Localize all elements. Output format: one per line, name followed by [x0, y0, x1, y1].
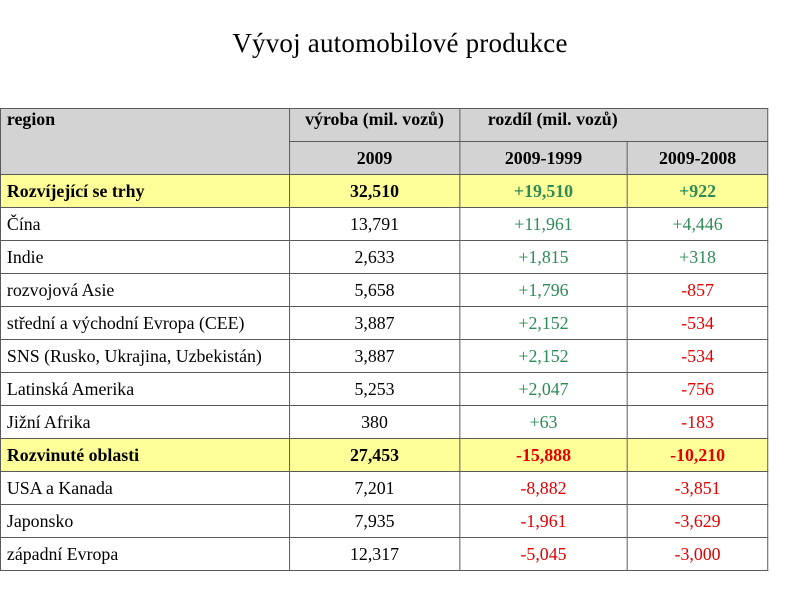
table-row: USA a Kanada 7,201 -8,882 -3,851: [0, 471, 769, 505]
diff-1999-cell: -15,888: [459, 438, 628, 472]
diff-1999-cell: +2,152: [459, 339, 628, 373]
diff-1999-cell: +2,152: [459, 306, 628, 340]
production-cell: 12,317: [288, 537, 461, 571]
region-cell: střední a východní Evropa (CEE): [0, 306, 290, 340]
diff-2008-cell: -534: [626, 339, 769, 373]
diff-1999-cell: +2,047: [459, 372, 628, 406]
production-cell: 7,201: [288, 471, 461, 505]
diff-1999-cell: -8,882: [459, 471, 628, 505]
production-cell: 5,253: [288, 372, 461, 406]
production-cell: 7,935: [288, 504, 461, 538]
table-row: Jižní Afrika 380 +63 -183: [0, 405, 769, 439]
diff-2008-cell: -756: [626, 372, 769, 406]
table-row: Japonsko 7,935 -1,961 -3,629: [0, 504, 769, 538]
region-cell: Indie: [0, 240, 290, 274]
production-table: region výroba (mil. vozů) rozdíl (mil. v…: [0, 108, 769, 571]
production-cell: 2,633: [288, 240, 461, 274]
table-row: západní Evropa 12,317 -5,045 -3,000: [0, 537, 769, 571]
diff-2008-cell: -3,629: [626, 504, 769, 538]
summary-row: Rozvíjející se trhy 32,510 +19,510 +922: [0, 174, 769, 208]
table-row: SNS (Rusko, Ukrajina, Uzbekistán) 3,887 +2…: [0, 339, 769, 373]
diff-1999-cell: +1,796: [459, 273, 628, 307]
production-cell: 3,887: [288, 339, 461, 373]
production-cell: 5,658: [288, 273, 461, 307]
region-cell: Čína: [0, 207, 290, 241]
table-row: rozvojová Asie 5,658 +1,796 -857: [0, 273, 769, 307]
production-cell: 3,887: [288, 306, 461, 340]
table-row: střední a východní Evropa (CEE) 3,887 +2,1…: [0, 306, 769, 340]
production-cell: 13,791: [288, 207, 461, 241]
region-cell: Japonsko: [0, 504, 290, 538]
header-vyroba: výroba (mil. vozů): [288, 108, 461, 142]
header-year: 2009: [288, 141, 461, 175]
header-diff-2008: 2009-2008: [626, 141, 769, 175]
diff-1999-cell: +63: [459, 405, 628, 439]
header-region: region: [0, 108, 290, 175]
diff-2008-cell: -10,210: [626, 438, 769, 472]
diff-1999-cell: -1,961: [459, 504, 628, 538]
table-header-row-2: 2009 2009-1999 2009-2008: [0, 141, 769, 175]
region-cell: Latinská Amerika: [0, 372, 290, 406]
region-cell: Rozvíjející se trhy: [0, 174, 290, 208]
summary-row: Rozvinuté oblasti 27,453 -15,888 -10,210: [0, 438, 769, 472]
diff-2008-cell: -857: [626, 273, 769, 307]
table-row: Latinská Amerika 5,253 +2,047 -756: [0, 372, 769, 406]
region-cell: rozvojová Asie: [0, 273, 290, 307]
diff-2008-cell: +318: [626, 240, 769, 274]
diff-2008-cell: -534: [626, 306, 769, 340]
table-row: Čína 13,791 +11,961 +4,446: [0, 207, 769, 241]
page-title: Vývoj automobilové produkce: [232, 28, 568, 58]
table-row: Indie 2,633 +1,815 +318: [0, 240, 769, 274]
diff-2008-cell: -183: [626, 405, 769, 439]
header-rozdil: rozdíl (mil. vozů): [459, 108, 769, 142]
diff-1999-cell: +1,815: [459, 240, 628, 274]
production-cell: 380: [288, 405, 461, 439]
diff-1999-cell: +11,961: [459, 207, 628, 241]
diff-1999-cell: -5,045: [459, 537, 628, 571]
region-cell: SNS (Rusko, Ukrajina, Uzbekistán): [0, 339, 290, 373]
diff-2008-cell: -3,000: [626, 537, 769, 571]
production-cell: 32,510: [288, 174, 461, 208]
region-cell: západní Evropa: [0, 537, 290, 571]
diff-2008-cell: +4,446: [626, 207, 769, 241]
region-cell: Rozvinuté oblasti: [0, 438, 290, 472]
header-diff-1999: 2009-1999: [459, 141, 628, 175]
diff-1999-cell: +19,510: [459, 174, 628, 208]
production-cell: 27,453: [288, 438, 461, 472]
region-cell: Jižní Afrika: [0, 405, 290, 439]
diff-2008-cell: +922: [626, 174, 769, 208]
region-cell: USA a Kanada: [0, 471, 290, 505]
diff-2008-cell: -3,851: [626, 471, 769, 505]
table-header-row-1: region výroba (mil. vozů) rozdíl (mil. v…: [0, 108, 769, 175]
